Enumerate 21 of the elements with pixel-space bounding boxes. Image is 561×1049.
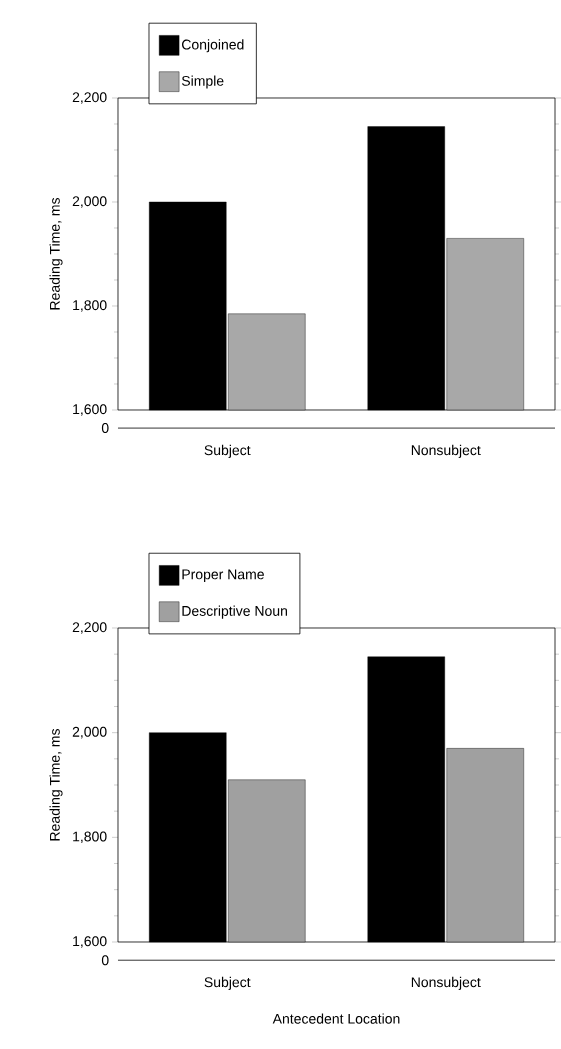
y-tick-label: 2,000 xyxy=(72,726,107,739)
legend-label: Descriptive Noun xyxy=(182,605,287,619)
x-tick-label: Subject xyxy=(204,444,251,458)
legend-label: Simple xyxy=(181,75,224,89)
text: 0 xyxy=(101,423,109,434)
legend-label: Proper Name xyxy=(182,569,264,583)
y-tick-label: 1,600 xyxy=(73,404,107,416)
y-tick-label: 1,600 xyxy=(73,936,107,948)
y-axis-title: Reading Time, ms xyxy=(49,197,63,310)
x-tick-label: Subject xyxy=(204,976,251,990)
y-axis-title: Reading Time, ms xyxy=(49,728,63,841)
y-tick-label: 1,800 xyxy=(73,831,107,844)
x-axis-title: Antecedent Location xyxy=(272,1013,400,1024)
y-tick-label: 2,000 xyxy=(72,196,107,208)
text: 0 xyxy=(101,955,109,966)
x-tick-label: Nonsubject xyxy=(411,444,481,458)
legend-label: Conjoined xyxy=(181,39,244,53)
x-tick-label: Nonsubject xyxy=(411,976,481,990)
y-tick-label: 1,800 xyxy=(73,300,107,312)
y-tick-label: 2,200 xyxy=(72,622,107,634)
y-tick-label: 2,200 xyxy=(72,92,107,104)
